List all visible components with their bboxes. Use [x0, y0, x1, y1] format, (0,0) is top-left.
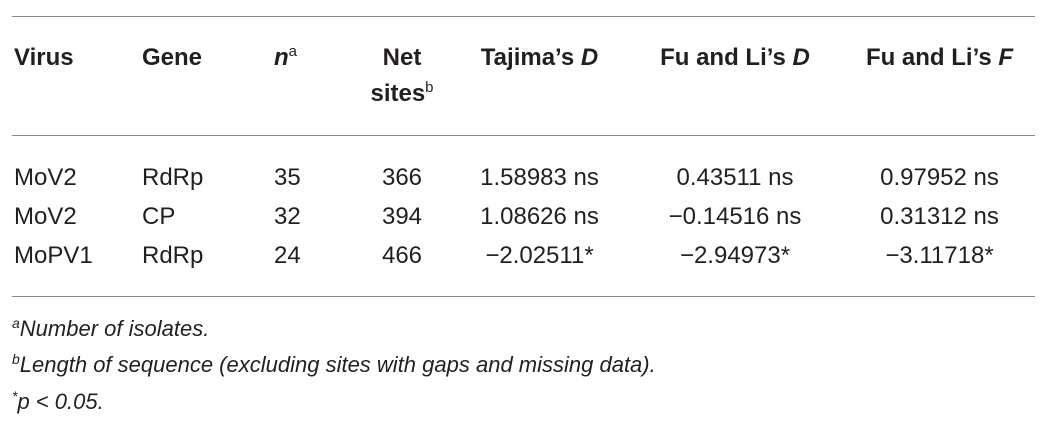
table-bottom-rule: [12, 296, 1035, 297]
row2-net-sites: 394: [381, 203, 423, 230]
footnote-a-text: Number of isolates.: [19, 316, 210, 341]
header-n: na: [274, 43, 297, 76]
footnote-a-mark: a: [12, 315, 20, 331]
header-n-footnote-mark: a: [288, 43, 298, 60]
header-net-footnote-mark: b: [425, 79, 434, 96]
row3-fu-li-f: −3.11718*: [885, 242, 994, 269]
header-tajima-d: Tajima’s D: [467, 43, 612, 73]
row1-tajima-d: 1.58983 ns: [480, 164, 599, 191]
row3-n: 24: [274, 242, 301, 269]
row1-virus: MoV2: [14, 164, 77, 191]
row1-fu-li-f: 0.97952 ns: [880, 164, 999, 191]
footnote-b: bLength of sequence (excluding sites wit…: [12, 351, 656, 381]
footnote-b-mark: b: [12, 351, 20, 367]
header-fu-li-d-var: D: [792, 44, 810, 71]
row2-virus: MoV2: [14, 203, 77, 230]
header-net-line2: sitesb: [358, 79, 446, 112]
table-top-rule: [12, 16, 1035, 17]
header-tajima-label: Tajima’s: [480, 44, 581, 71]
header-fu-li-f: Fu and Li’s F: [852, 43, 1027, 73]
header-net-line1: Net: [382, 44, 422, 71]
header-tajima-var: D: [580, 44, 599, 71]
header-fu-li-f-label: Fu and Li’s: [865, 44, 999, 71]
header-net-sites-label: sites: [370, 80, 426, 107]
footnote-b-text: Length of sequence (excluding sites with…: [19, 352, 656, 377]
footnote-significance-mark: *: [12, 388, 18, 404]
row1-fu-li-d: 0.43511 ns: [676, 164, 794, 191]
row1-net-sites: 366: [381, 164, 423, 191]
row2-tajima-d: 1.08626 ns: [480, 203, 599, 230]
row2-gene: CP: [142, 203, 176, 230]
row2-n: 32: [274, 203, 301, 230]
row3-fu-li-d: −2.94973*: [679, 242, 791, 269]
footnote-significance-text: p < 0.05.: [17, 389, 104, 414]
header-virus: Virus: [14, 44, 74, 71]
header-n-label: n: [274, 44, 289, 71]
row1-gene: RdRp: [142, 164, 204, 191]
header-fu-li-d: Fu and Li’s D: [640, 43, 830, 73]
row3-virus: MoPV1: [14, 242, 93, 269]
row2-fu-li-f: 0.31312 ns: [880, 203, 999, 230]
row1-n: 35: [274, 164, 301, 191]
header-gene: Gene: [142, 44, 203, 71]
footnote-significance: *p < 0.05.: [12, 388, 104, 418]
header-fu-li-d-label: Fu and Li’s: [660, 44, 793, 71]
row2-fu-li-d: −0.14516 ns: [668, 203, 802, 230]
table-header-rule: [12, 135, 1035, 136]
footnote-a: aNumber of isolates.: [12, 315, 209, 345]
row3-net-sites: 466: [381, 242, 423, 269]
row3-tajima-d: −2.02511*: [485, 242, 594, 269]
header-fu-li-f-var: F: [998, 44, 1014, 71]
row3-gene: RdRp: [142, 242, 204, 269]
